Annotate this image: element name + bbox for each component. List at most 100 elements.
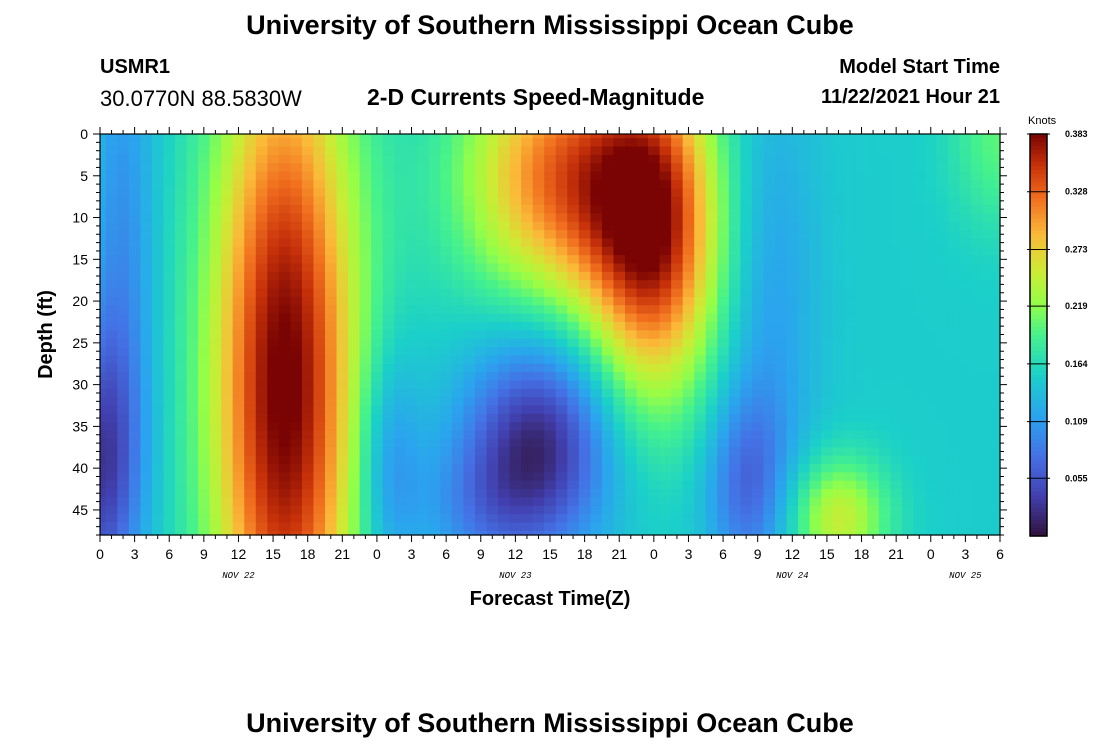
heatmap-cell	[244, 296, 257, 306]
heatmap-cell	[740, 213, 753, 223]
heatmap-cell	[775, 347, 788, 356]
heatmap-cell	[475, 246, 488, 256]
heatmap-cell	[601, 321, 615, 331]
heatmap-cell	[625, 463, 638, 473]
heatmap-cell	[844, 530, 857, 536]
heatmap-cell	[878, 330, 891, 340]
heatmap-cell	[705, 497, 718, 507]
heatmap-cell	[186, 347, 199, 356]
heatmap-cell	[763, 522, 776, 532]
heatmap-cell	[209, 134, 222, 139]
heatmap-cell	[867, 463, 880, 473]
heatmap-cell	[359, 338, 372, 348]
heatmap-cell	[336, 271, 349, 281]
heatmap-cell	[844, 497, 857, 507]
heatmap-cell	[936, 134, 949, 139]
heatmap-cell	[809, 338, 822, 348]
heatmap-cell	[117, 380, 130, 390]
heatmap-cell	[175, 154, 188, 164]
heatmap-cell	[232, 280, 245, 290]
heatmap-cell	[890, 447, 903, 457]
heatmap-cell	[913, 296, 926, 306]
heatmap-cell	[359, 472, 372, 482]
heatmap-cell	[844, 522, 857, 532]
heatmap-cell	[394, 405, 407, 415]
heatmap-cell	[544, 463, 557, 473]
heatmap-cell	[232, 154, 245, 164]
heatmap-cell	[671, 280, 684, 290]
heatmap-cell	[336, 363, 349, 373]
heatmap-cell	[186, 489, 199, 498]
heatmap-cell	[301, 497, 315, 507]
colorbar-segment	[1030, 359, 1047, 364]
heatmap-cell	[994, 205, 1001, 214]
heatmap-cell	[371, 514, 384, 524]
heatmap-cell	[232, 463, 245, 473]
heatmap-cell	[175, 505, 188, 515]
heatmap-cell	[278, 280, 291, 290]
heatmap-cell	[936, 188, 949, 198]
heatmap-cell	[475, 221, 488, 231]
heatmap-cell	[198, 438, 211, 448]
heatmap-cell	[994, 146, 1001, 156]
heatmap-cell	[371, 347, 384, 356]
heatmap-cell	[440, 455, 453, 465]
heatmap-cell	[601, 221, 615, 231]
heatmap-cell	[486, 413, 499, 423]
heatmap-cell	[486, 288, 499, 298]
heatmap-cell	[821, 138, 834, 148]
heatmap-cell	[140, 321, 153, 331]
heatmap-cell	[440, 221, 453, 231]
heatmap-cell	[359, 355, 372, 365]
heatmap-cell	[867, 154, 880, 164]
heatmap-cell	[209, 179, 222, 189]
heatmap-cell	[359, 238, 372, 248]
x-tick-label: 3	[961, 546, 969, 562]
heatmap-cell	[728, 188, 741, 198]
heatmap-cell	[428, 230, 441, 240]
heatmap-cell	[475, 514, 488, 524]
heatmap-cell	[601, 313, 615, 323]
heatmap-cell	[209, 221, 222, 231]
heatmap-cell	[544, 489, 557, 498]
heatmap-cell	[601, 280, 615, 290]
heatmap-cell	[440, 380, 453, 390]
heatmap-cell	[775, 397, 788, 407]
heatmap-cell	[671, 134, 684, 139]
heatmap-cell	[648, 497, 661, 507]
heatmap-cell	[913, 405, 926, 415]
colorbar-segment	[1030, 423, 1047, 429]
heatmap-cell	[532, 271, 545, 281]
heatmap-cell	[498, 455, 511, 465]
heatmap-cell	[567, 480, 580, 490]
heatmap-cell	[948, 347, 961, 356]
heatmap-cell	[359, 380, 372, 390]
heatmap-cell	[290, 338, 303, 348]
heatmap-cell	[878, 221, 891, 231]
heatmap-cell	[982, 413, 995, 423]
heatmap-cell	[809, 296, 822, 306]
heatmap-cell	[971, 380, 984, 390]
heatmap-cell	[544, 313, 557, 323]
heatmap-cell	[128, 196, 141, 206]
heatmap-cell	[140, 163, 153, 173]
heatmap-cell	[786, 397, 799, 407]
heatmap-cell	[151, 321, 165, 331]
heatmap-cell	[682, 413, 695, 423]
heatmap-cell	[128, 255, 141, 265]
heatmap-cell	[532, 413, 545, 423]
heatmap-cell	[498, 188, 511, 198]
heatmap-cell	[648, 355, 661, 365]
heatmap-cell	[625, 188, 638, 198]
heatmap-cell	[140, 213, 153, 223]
heatmap-cell	[925, 355, 938, 365]
heatmap-cell	[244, 489, 257, 498]
heatmap-cell	[832, 288, 845, 298]
heatmap-cell	[244, 205, 257, 214]
heatmap-cell	[532, 196, 545, 206]
heatmap-cell	[175, 205, 188, 214]
heatmap-cell	[175, 480, 188, 490]
heatmap-cell	[232, 447, 245, 457]
heatmap-cell	[198, 505, 211, 515]
heatmap-cell	[221, 438, 234, 448]
